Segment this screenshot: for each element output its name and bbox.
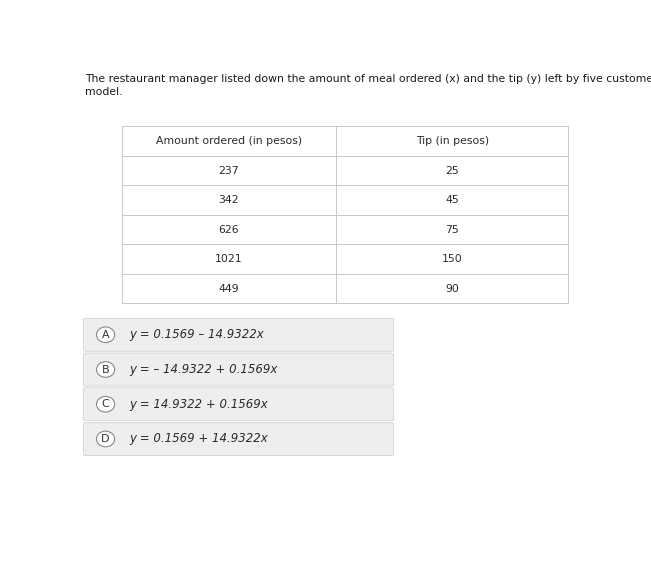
Text: 90: 90 bbox=[445, 284, 459, 294]
Text: 1021: 1021 bbox=[215, 254, 243, 264]
FancyBboxPatch shape bbox=[83, 422, 394, 456]
Text: 45: 45 bbox=[445, 195, 459, 205]
Circle shape bbox=[96, 396, 115, 412]
Text: D: D bbox=[102, 434, 110, 444]
Text: 150: 150 bbox=[442, 254, 463, 264]
Text: Amount ordered (in pesos): Amount ordered (in pesos) bbox=[156, 136, 302, 146]
FancyBboxPatch shape bbox=[83, 353, 394, 386]
Text: y = 0.1569 – 14.9322x: y = 0.1569 – 14.9322x bbox=[129, 328, 264, 341]
Text: 626: 626 bbox=[219, 224, 240, 235]
Text: 237: 237 bbox=[219, 166, 240, 175]
Circle shape bbox=[96, 362, 115, 377]
Text: model.: model. bbox=[85, 87, 123, 97]
FancyBboxPatch shape bbox=[83, 318, 394, 351]
Text: B: B bbox=[102, 364, 109, 374]
Text: A: A bbox=[102, 330, 109, 340]
Text: y = – 14.9322 + 0.1569x: y = – 14.9322 + 0.1569x bbox=[129, 363, 277, 376]
Text: y = 14.9322 + 0.1569x: y = 14.9322 + 0.1569x bbox=[129, 398, 268, 411]
Text: 25: 25 bbox=[445, 166, 459, 175]
Text: C: C bbox=[102, 399, 109, 409]
Text: y = 0.1569 + 14.9322x: y = 0.1569 + 14.9322x bbox=[129, 433, 268, 446]
Text: 449: 449 bbox=[219, 284, 240, 294]
Text: 342: 342 bbox=[219, 195, 240, 205]
Text: The restaurant manager listed down the amount of meal ordered (x) and the tip (y: The restaurant manager listed down the a… bbox=[85, 74, 651, 84]
Circle shape bbox=[96, 431, 115, 447]
Text: Tip (in pesos): Tip (in pesos) bbox=[415, 136, 489, 146]
FancyBboxPatch shape bbox=[83, 387, 394, 421]
Text: 75: 75 bbox=[445, 224, 459, 235]
Circle shape bbox=[96, 327, 115, 342]
